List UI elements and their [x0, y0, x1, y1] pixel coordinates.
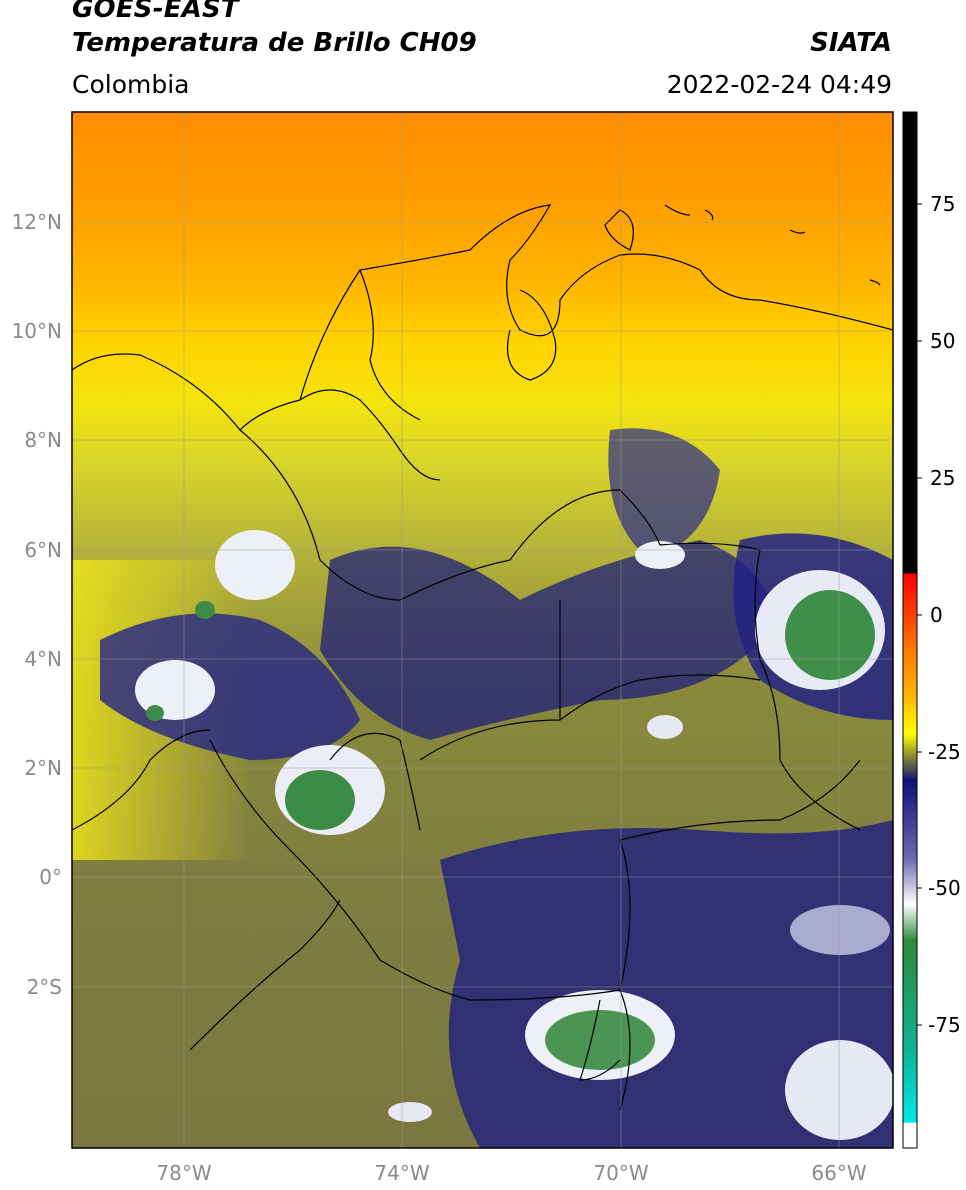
lat-tick-label: 4°N: [24, 647, 62, 671]
lat-tick-label: 10°N: [12, 319, 62, 343]
colorbar-tick-label: -25: [928, 740, 961, 764]
lat-tick-label: 6°N: [24, 538, 62, 562]
satellite-title: GOES-EAST: [72, 0, 239, 24]
colorbar: 75 50 25 0 -25 -50 -75: [902, 111, 961, 1149]
lon-tick-label: 70°W: [593, 1161, 648, 1185]
lat-tick-label: 12°N: [12, 210, 62, 234]
lat-tick-label: 8°N: [24, 428, 62, 452]
brightness-field: [72, 112, 893, 1148]
colorbar-tick-label: -50: [928, 876, 961, 900]
region-label: Colombia: [72, 70, 190, 99]
colorbar-tick-label: 25: [930, 466, 955, 490]
source-label: SIATA: [810, 28, 892, 58]
longitude-labels: 78°W 74°W 70°W 66°W: [156, 1161, 866, 1185]
lat-tick-label: 0°: [39, 865, 62, 889]
map-frame: [71, 111, 894, 1149]
colorbar-gradient: [903, 112, 917, 1148]
lon-tick-label: 66°W: [811, 1161, 866, 1185]
colorbar-tick-label: 0: [930, 603, 943, 627]
product-title: Temperatura de Brillo CH09: [72, 28, 477, 58]
lat-tick-label: 2°N: [24, 756, 62, 780]
lat-tick-label: 2°S: [27, 975, 62, 999]
lon-tick-label: 78°W: [156, 1161, 211, 1185]
lon-tick-label: 74°W: [374, 1161, 429, 1185]
latitude-labels: 12°N 10°N 8°N 6°N 4°N 2°N 0° 2°S: [12, 210, 62, 999]
colorbar-tick-label: 50: [930, 329, 955, 353]
colorbar-tick-label: 75: [930, 192, 955, 216]
datetime-label: 2022-02-24 04:49: [666, 70, 892, 99]
colorbar-tick-label: -75: [928, 1013, 961, 1037]
